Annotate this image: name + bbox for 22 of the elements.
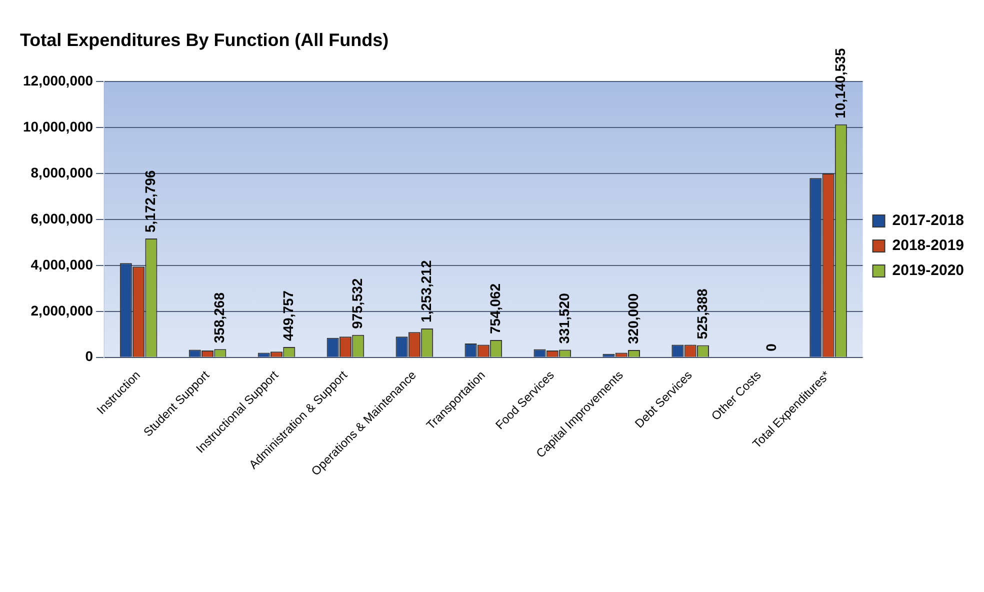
data-label: 0	[762, 343, 779, 352]
y-tick-label: 10,000,000	[22, 118, 94, 134]
data-label: 320,000	[624, 293, 641, 344]
y-tick-label: 6,000,000	[30, 210, 94, 226]
legend-label: 2019-2020	[892, 262, 964, 280]
data-label: 525,388	[694, 288, 710, 340]
y-tick-label: 2,000,000	[30, 302, 94, 318]
data-label: 975,532	[348, 278, 365, 329]
data-label: 5,172,796	[142, 170, 158, 232]
data-label: 331,520	[556, 292, 572, 344]
y-tick-label: 8,000,000	[30, 164, 94, 180]
y-tick-label: 12,000,000	[22, 72, 94, 88]
data-label: 358,268	[211, 292, 228, 344]
data-label: 449,757	[280, 290, 296, 342]
chart-title: Total Expenditures By Function (All Funds)	[20, 30, 389, 50]
legend-label: 2018-2019	[892, 237, 964, 254]
legend-label: 2017-2018	[892, 212, 964, 230]
data-label: 1,253,212	[418, 260, 434, 323]
y-tick-label: 0	[85, 348, 94, 364]
data-label: 10,140,535	[832, 48, 848, 118]
data-label: 754,062	[486, 283, 503, 334]
y-tick-label: 4,000,000	[30, 256, 94, 272]
